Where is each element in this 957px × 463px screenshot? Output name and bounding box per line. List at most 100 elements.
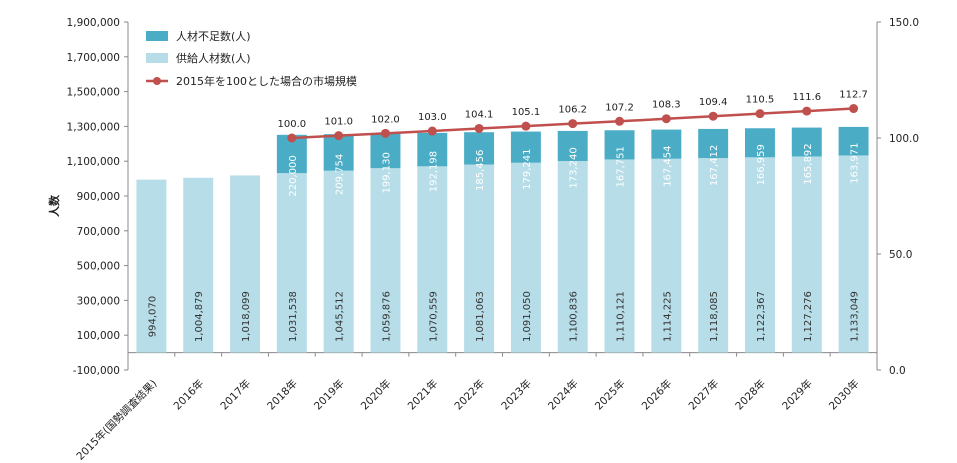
x-tick-label: 2015年(国勢調査結果) bbox=[74, 377, 160, 463]
bars: 994,070 1,004,879 1,018,099 1,031,538 220,00… bbox=[136, 126, 869, 353]
supply-bar-label: 1,118,085 bbox=[709, 291, 720, 342]
supply-bar-label: 1,100,836 bbox=[569, 291, 580, 342]
shortage-bar bbox=[464, 132, 495, 165]
x-tick-label: 2029年 bbox=[779, 377, 815, 413]
market-point-label: 105.1 bbox=[512, 107, 541, 118]
supply-bar bbox=[744, 157, 775, 353]
shortage-bar-label: 220,000 bbox=[288, 155, 299, 196]
market-point bbox=[568, 119, 578, 129]
x-tick-label: 2024年 bbox=[545, 377, 581, 413]
supply-bar bbox=[510, 162, 541, 353]
supply-bar-label: 1,114,225 bbox=[662, 291, 673, 342]
supply-bar bbox=[604, 159, 635, 353]
shortage-bar bbox=[370, 133, 401, 169]
market-point bbox=[802, 106, 812, 116]
supply-bar bbox=[183, 177, 214, 353]
shortage-bar bbox=[791, 127, 822, 157]
y2-tick-label: 150.0 bbox=[889, 17, 919, 29]
y2-tick-label: 0.0 bbox=[889, 365, 906, 377]
legend-label: 2015年を100とした場合の市場規模 bbox=[176, 74, 357, 88]
legend-swatch-marker bbox=[153, 77, 161, 85]
legend: 人材不足数(人) 供給人材数(人) 2015年を100とした場合の市場規模 bbox=[146, 29, 357, 88]
shortage-bar-label: 192,198 bbox=[428, 151, 439, 192]
market-point-label: 101.0 bbox=[324, 117, 353, 128]
shortage-bar-label: 165,892 bbox=[803, 143, 814, 184]
market-point-label: 100.0 bbox=[278, 119, 307, 130]
supply-bar-label: 1,031,538 bbox=[288, 291, 299, 342]
y-tick-label: 500,000 bbox=[77, 261, 120, 273]
x-tick-label: 2018年 bbox=[264, 377, 300, 413]
shortage-bar-label: 173,240 bbox=[569, 147, 580, 188]
market-point bbox=[849, 104, 859, 114]
supply-bar-label: 1,070,559 bbox=[428, 291, 439, 342]
y-tick-label: 100,000 bbox=[77, 330, 120, 342]
market-point-label: 103.0 bbox=[418, 112, 447, 123]
market-point-label: 104.1 bbox=[465, 109, 494, 120]
supply-bar bbox=[791, 156, 822, 353]
supply-bar-label: 1,133,049 bbox=[850, 291, 861, 342]
y-tick-label: 900,000 bbox=[77, 191, 120, 203]
market-point bbox=[661, 114, 671, 124]
supply-bar-label: 994,070 bbox=[147, 296, 158, 337]
legend-label: 供給人材数(人) bbox=[176, 51, 251, 65]
y-tick-label: 1,700,000 bbox=[67, 52, 120, 64]
y-tick-label: 1,300,000 bbox=[67, 121, 120, 133]
legend-swatch bbox=[146, 31, 168, 41]
supply-bar bbox=[276, 173, 307, 353]
shortage-bar-label: 179,241 bbox=[522, 148, 533, 189]
y-tick-label: -100,000 bbox=[73, 365, 120, 377]
market-point bbox=[287, 133, 297, 143]
market-point-label: 108.3 bbox=[652, 100, 681, 111]
shortage-bar-label: 199,130 bbox=[381, 152, 392, 193]
market-point-label: 111.6 bbox=[792, 92, 821, 103]
supply-bar bbox=[557, 161, 588, 353]
x-tick-label: 2023年 bbox=[499, 377, 535, 413]
supply-bar bbox=[838, 155, 869, 353]
supply-bar-label: 1,045,512 bbox=[335, 291, 346, 342]
supply-bar bbox=[136, 179, 167, 353]
supply-bar-label: 1,004,879 bbox=[194, 291, 205, 342]
supply-bar-label: 1,127,276 bbox=[803, 291, 814, 342]
market-point-label: 109.4 bbox=[699, 97, 728, 108]
shortage-bar-label: 167,412 bbox=[709, 145, 720, 186]
shortage-bar bbox=[557, 130, 588, 162]
y-tick-label: 300,000 bbox=[77, 295, 120, 307]
x-tick-label: 2026年 bbox=[639, 377, 675, 413]
y2-tick-label: 100.0 bbox=[889, 133, 919, 145]
shortage-bar-label: 209,754 bbox=[335, 154, 346, 195]
shortage-bar-label: 167,454 bbox=[662, 145, 673, 186]
market-point bbox=[334, 131, 344, 141]
shortage-bar bbox=[838, 126, 869, 156]
x-tick-label: 2017年 bbox=[218, 377, 254, 413]
y2-tick-label: 50.0 bbox=[889, 249, 912, 261]
market-point-label: 112.7 bbox=[839, 90, 868, 101]
x-tick-label: 2021年 bbox=[405, 377, 441, 413]
x-tick-label: 2027年 bbox=[686, 377, 722, 413]
shortage-bar bbox=[698, 128, 729, 159]
market-point bbox=[708, 111, 718, 121]
market-point bbox=[380, 128, 390, 138]
supply-bar bbox=[698, 158, 729, 353]
supply-bar-label: 1,122,367 bbox=[756, 291, 767, 342]
x-tick-label: 2022年 bbox=[452, 377, 488, 413]
shortage-bar bbox=[323, 134, 354, 171]
x-tick-label: 2028年 bbox=[733, 377, 769, 413]
y-axis-title: 人数 bbox=[47, 194, 61, 217]
supply-bar-label: 1,081,063 bbox=[475, 291, 486, 342]
y-tick-label: 1,100,000 bbox=[67, 156, 120, 168]
shortage-bar bbox=[604, 130, 635, 160]
shortage-bar bbox=[651, 129, 682, 159]
y-tick-label: 700,000 bbox=[77, 226, 120, 238]
shortage-bar-label: 166,959 bbox=[756, 144, 767, 185]
market-point-label: 106.2 bbox=[558, 105, 587, 116]
y-tick-label: 1,500,000 bbox=[67, 87, 120, 99]
x-tick-label: 2016年 bbox=[171, 377, 207, 413]
shortage-bar-label: 185,456 bbox=[475, 150, 486, 191]
market-point-label: 107.2 bbox=[605, 102, 634, 113]
market-point-label: 110.5 bbox=[746, 95, 775, 106]
supply-bar bbox=[464, 164, 495, 353]
shortage-bar bbox=[744, 128, 775, 158]
x-tick-label: 2020年 bbox=[358, 377, 394, 413]
legend-label: 人材不足数(人) bbox=[176, 29, 251, 43]
supply-bar bbox=[230, 175, 261, 353]
